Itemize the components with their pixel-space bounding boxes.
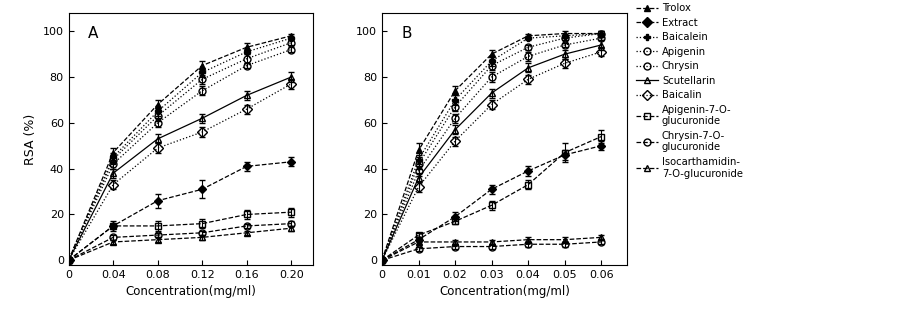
Text: B: B: [402, 26, 412, 40]
X-axis label: Concentration(mg/ml): Concentration(mg/ml): [439, 285, 570, 298]
Text: A: A: [88, 26, 99, 40]
Legend: Trolox, Extract, Baicalein, Apigenin, Chrysin, Scutellarin, Baicalin, Apigenin-7: Trolox, Extract, Baicalein, Apigenin, Ch…: [636, 3, 743, 179]
Y-axis label: RSA (%): RSA (%): [24, 113, 38, 164]
X-axis label: Concentration(mg/ml): Concentration(mg/ml): [125, 285, 256, 298]
